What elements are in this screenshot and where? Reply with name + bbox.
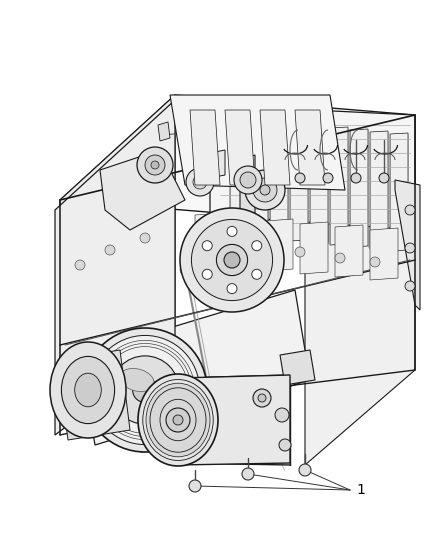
Polygon shape [270, 121, 288, 239]
Polygon shape [395, 180, 420, 310]
Circle shape [111, 356, 179, 424]
Polygon shape [225, 110, 255, 185]
Circle shape [202, 241, 212, 251]
Circle shape [405, 243, 415, 253]
Polygon shape [370, 131, 388, 249]
Circle shape [405, 205, 415, 215]
Circle shape [295, 173, 305, 183]
Circle shape [323, 173, 333, 183]
Circle shape [151, 161, 159, 169]
Circle shape [193, 175, 207, 189]
Polygon shape [200, 150, 225, 180]
Circle shape [173, 415, 183, 425]
Polygon shape [390, 133, 408, 251]
Polygon shape [250, 119, 268, 237]
Polygon shape [310, 125, 328, 243]
Circle shape [216, 245, 247, 276]
Polygon shape [350, 129, 368, 247]
Polygon shape [195, 213, 223, 265]
Circle shape [379, 173, 389, 183]
Polygon shape [210, 105, 415, 230]
Circle shape [253, 178, 277, 202]
Circle shape [75, 260, 85, 270]
Polygon shape [290, 123, 308, 241]
Circle shape [260, 185, 270, 195]
Circle shape [335, 253, 345, 263]
Circle shape [166, 408, 190, 432]
Polygon shape [230, 216, 258, 268]
Polygon shape [330, 127, 348, 245]
Polygon shape [240, 155, 255, 270]
Polygon shape [260, 110, 290, 185]
Polygon shape [370, 228, 398, 280]
Text: 1: 1 [356, 483, 365, 497]
Polygon shape [178, 375, 290, 465]
Circle shape [180, 265, 190, 275]
Polygon shape [230, 117, 248, 235]
Polygon shape [295, 110, 325, 185]
Circle shape [258, 394, 266, 402]
Polygon shape [305, 115, 415, 465]
Circle shape [252, 269, 262, 279]
Ellipse shape [120, 368, 154, 392]
Circle shape [240, 172, 256, 188]
Circle shape [234, 166, 262, 194]
Circle shape [137, 147, 173, 183]
Circle shape [279, 439, 291, 451]
Circle shape [145, 155, 165, 175]
Polygon shape [100, 150, 185, 230]
Circle shape [83, 328, 207, 452]
Circle shape [255, 255, 265, 265]
Circle shape [186, 168, 214, 196]
Ellipse shape [75, 373, 101, 407]
Circle shape [275, 408, 289, 422]
Ellipse shape [138, 374, 218, 466]
Circle shape [351, 173, 361, 183]
Circle shape [227, 227, 237, 237]
Polygon shape [300, 222, 328, 274]
Polygon shape [58, 350, 130, 440]
Polygon shape [60, 95, 415, 220]
Circle shape [133, 377, 157, 402]
Circle shape [215, 270, 225, 280]
Circle shape [252, 241, 262, 251]
Circle shape [299, 464, 311, 476]
Polygon shape [190, 110, 220, 185]
Polygon shape [265, 219, 293, 271]
Ellipse shape [50, 342, 126, 438]
Circle shape [370, 257, 380, 267]
Polygon shape [335, 225, 363, 277]
Polygon shape [170, 95, 345, 190]
Circle shape [295, 247, 305, 257]
Ellipse shape [61, 357, 115, 424]
Circle shape [90, 335, 200, 445]
Circle shape [105, 245, 115, 255]
Circle shape [191, 220, 272, 301]
Polygon shape [60, 95, 175, 430]
Circle shape [253, 389, 271, 407]
Circle shape [180, 208, 284, 312]
Circle shape [227, 284, 237, 294]
Circle shape [189, 480, 201, 492]
Polygon shape [55, 100, 175, 435]
Circle shape [245, 170, 285, 210]
Circle shape [242, 468, 254, 480]
Circle shape [140, 233, 150, 243]
Ellipse shape [146, 383, 210, 457]
Polygon shape [158, 122, 170, 141]
Circle shape [202, 269, 212, 279]
Polygon shape [80, 290, 310, 445]
Polygon shape [280, 350, 315, 385]
Circle shape [405, 281, 415, 291]
Circle shape [224, 252, 240, 268]
